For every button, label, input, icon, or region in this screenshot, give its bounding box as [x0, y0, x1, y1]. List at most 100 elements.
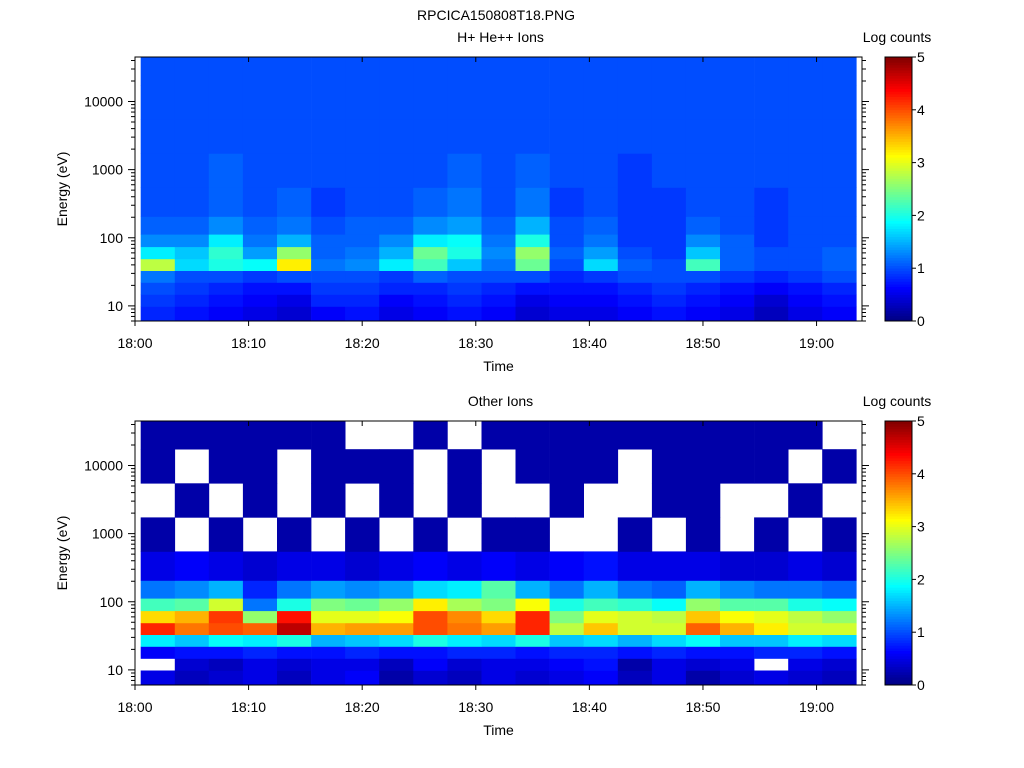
- heatmap-cell: [447, 580, 482, 599]
- colorbar-step: [885, 497, 912, 501]
- heatmap-cell: [583, 153, 619, 188]
- heatmap-cell: [242, 421, 278, 450]
- heatmap-cell: [685, 598, 721, 612]
- heatmap-cell: [651, 216, 687, 235]
- heatmap-cell: [277, 670, 312, 686]
- heatmap-cell: [311, 306, 346, 322]
- colorbar-step: [885, 96, 912, 100]
- colorbar-step: [885, 281, 912, 285]
- heatmap-cell: [481, 57, 516, 86]
- heatmap-cell: [481, 270, 516, 283]
- heatmap-cell: [617, 282, 653, 295]
- colorbar-step: [885, 669, 912, 673]
- colorbar-step: [885, 423, 912, 427]
- heatmap-cell: [788, 551, 823, 581]
- heatmap-cell: [413, 421, 448, 450]
- heatmap-cell: [583, 57, 619, 86]
- heatmap-cell: [685, 517, 721, 552]
- heatmap-cell: [481, 119, 516, 154]
- heatmap-cell: [754, 57, 789, 86]
- heatmap-cell: [447, 57, 482, 86]
- heatmap-cell: [720, 421, 755, 450]
- heatmap-cell: [242, 580, 278, 599]
- colorbar-step: [885, 582, 912, 586]
- heatmap-cell: [549, 551, 584, 581]
- colorbar-step: [885, 526, 912, 530]
- heatmap-cell: [277, 421, 312, 450]
- heatmap-cell: [822, 258, 857, 271]
- heatmap-cell: [788, 57, 823, 86]
- colorbar-tick-label: 4: [917, 466, 925, 482]
- colorbar-step: [885, 682, 912, 686]
- heatmap-cell: [549, 598, 584, 612]
- heatmap-cell: [583, 119, 619, 154]
- heatmap-cell: [651, 234, 687, 248]
- figure-title: RPCICA150808T18.PNG: [417, 7, 575, 23]
- colorbar-tick-label: 1: [917, 260, 925, 276]
- heatmap-cell: [208, 580, 244, 599]
- heatmap-cell: [720, 85, 755, 120]
- heatmap-cell: [345, 85, 380, 120]
- colorbar-step: [885, 621, 912, 625]
- y-tick-label: 1000: [92, 162, 123, 178]
- heatmap-cell: [277, 153, 312, 188]
- heatmap-cell: [788, 119, 823, 154]
- heatmap-cell: [754, 153, 789, 188]
- heatmap-cell: [208, 187, 244, 217]
- heatmap-cell: [788, 622, 823, 635]
- colorbar-tick-label: 2: [917, 571, 925, 587]
- heatmap-cell: [515, 187, 550, 217]
- heatmap-cell: [515, 234, 550, 248]
- x-axis-label: Time: [483, 722, 514, 738]
- heatmap-cell: [208, 517, 244, 552]
- colorbar-step: [885, 666, 912, 670]
- heatmap-cell: [208, 306, 244, 322]
- colorbar-step: [885, 534, 912, 538]
- heatmap-cell: [208, 57, 244, 86]
- heatmap-cell: [788, 85, 823, 120]
- heatmap-cell: [208, 153, 244, 188]
- colorbar-step: [885, 619, 912, 623]
- heatmap-cell: [515, 421, 550, 450]
- heatmap-cell: [788, 598, 823, 612]
- colorbar-step: [885, 473, 912, 477]
- y-tick-label: 100: [100, 230, 124, 246]
- heatmap-cell: [720, 670, 755, 686]
- heatmap-cell: [311, 634, 346, 647]
- heatmap-cell: [515, 580, 550, 599]
- colorbar-step: [885, 634, 912, 638]
- colorbar-frame: [884, 56, 913, 322]
- heatmap-cell: [788, 421, 823, 450]
- heatmap-cell: [720, 294, 755, 307]
- heatmap-cell: [617, 234, 653, 248]
- heatmap-cell: [549, 234, 584, 248]
- colorbar-step: [885, 268, 912, 272]
- heatmap-cell: [311, 421, 346, 450]
- colorbar-step: [885, 154, 912, 158]
- heatmap-cell: [242, 551, 278, 581]
- colorbar-step: [885, 88, 912, 92]
- heatmap-cell: [447, 153, 482, 188]
- heatmap-cell: [583, 658, 619, 671]
- colorbar-step: [885, 476, 912, 480]
- heatmap-cell: [617, 294, 653, 307]
- heatmap-cell: [174, 187, 210, 217]
- heatmap-cell: [481, 153, 516, 188]
- heatmap-cell: [242, 598, 278, 612]
- heatmap-cell: [413, 294, 448, 307]
- colorbar-step: [885, 428, 912, 432]
- colorbar-step: [885, 186, 912, 190]
- heatmap-cell: [277, 622, 312, 635]
- colorbar-step: [885, 468, 912, 472]
- heatmap-cell: [140, 622, 176, 635]
- heatmap-cell: [754, 119, 789, 154]
- heatmap-cell: [242, 216, 278, 235]
- y-tick-label: 1000: [92, 526, 123, 542]
- heatmap-cell: [447, 658, 482, 671]
- heatmap-cell: [208, 421, 244, 450]
- heatmap-cell: [379, 449, 414, 484]
- colorbar-step: [885, 471, 912, 475]
- heatmap-cell: [788, 658, 823, 671]
- heatmap-cell: [242, 449, 278, 484]
